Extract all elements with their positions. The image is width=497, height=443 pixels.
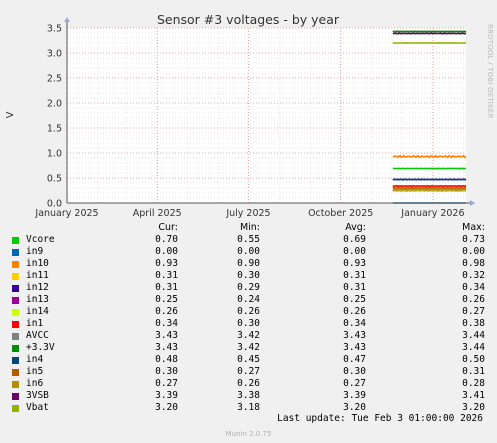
x-tick-label: January 2026 bbox=[400, 208, 464, 219]
munin-footer: Munin 2.0.75 bbox=[225, 430, 272, 438]
x-tick-label: April 2025 bbox=[133, 208, 182, 219]
x-tick-label: October 2025 bbox=[308, 208, 373, 219]
y-axis-arrow bbox=[64, 17, 70, 22]
y-tick-label: 2.0 bbox=[47, 99, 62, 110]
y-tick-label: 0.5 bbox=[47, 174, 62, 185]
series-line-in1 bbox=[392, 184, 466, 188]
y-axis-label: V bbox=[5, 111, 16, 118]
x-tick-label: July 2025 bbox=[225, 208, 270, 219]
plot-background bbox=[67, 28, 466, 203]
y-tick-label: 1.5 bbox=[47, 124, 62, 135]
x-axis-arrow bbox=[470, 200, 475, 206]
x-tick-label: January 2025 bbox=[34, 208, 98, 219]
rrdtool-credit: RRDTOOL / TOBI OETIKER bbox=[486, 24, 494, 119]
series-line-33v bbox=[392, 30, 467, 33]
plot-area: 0.0 0.5 1.0 1.5 2.0 2.5 3.0 3.5 January 2025 Apri… bbox=[34, 17, 475, 219]
last-update: Last update: Tue Feb 3 01:00:00 2026 bbox=[277, 413, 483, 424]
y-tick-label: 2.5 bbox=[47, 74, 62, 85]
series-line-in10 bbox=[392, 154, 467, 159]
series-line-in4 bbox=[392, 178, 467, 181]
y-tick-label: 0.0 bbox=[47, 199, 62, 210]
y-tick-label: 1.0 bbox=[47, 149, 62, 160]
y-tick-label: 3.5 bbox=[47, 24, 62, 35]
y-tick-label: 3.0 bbox=[47, 49, 62, 60]
series-line-3vsb bbox=[392, 32, 467, 35]
chart-title: Sensor #3 voltages - by year bbox=[157, 12, 340, 27]
